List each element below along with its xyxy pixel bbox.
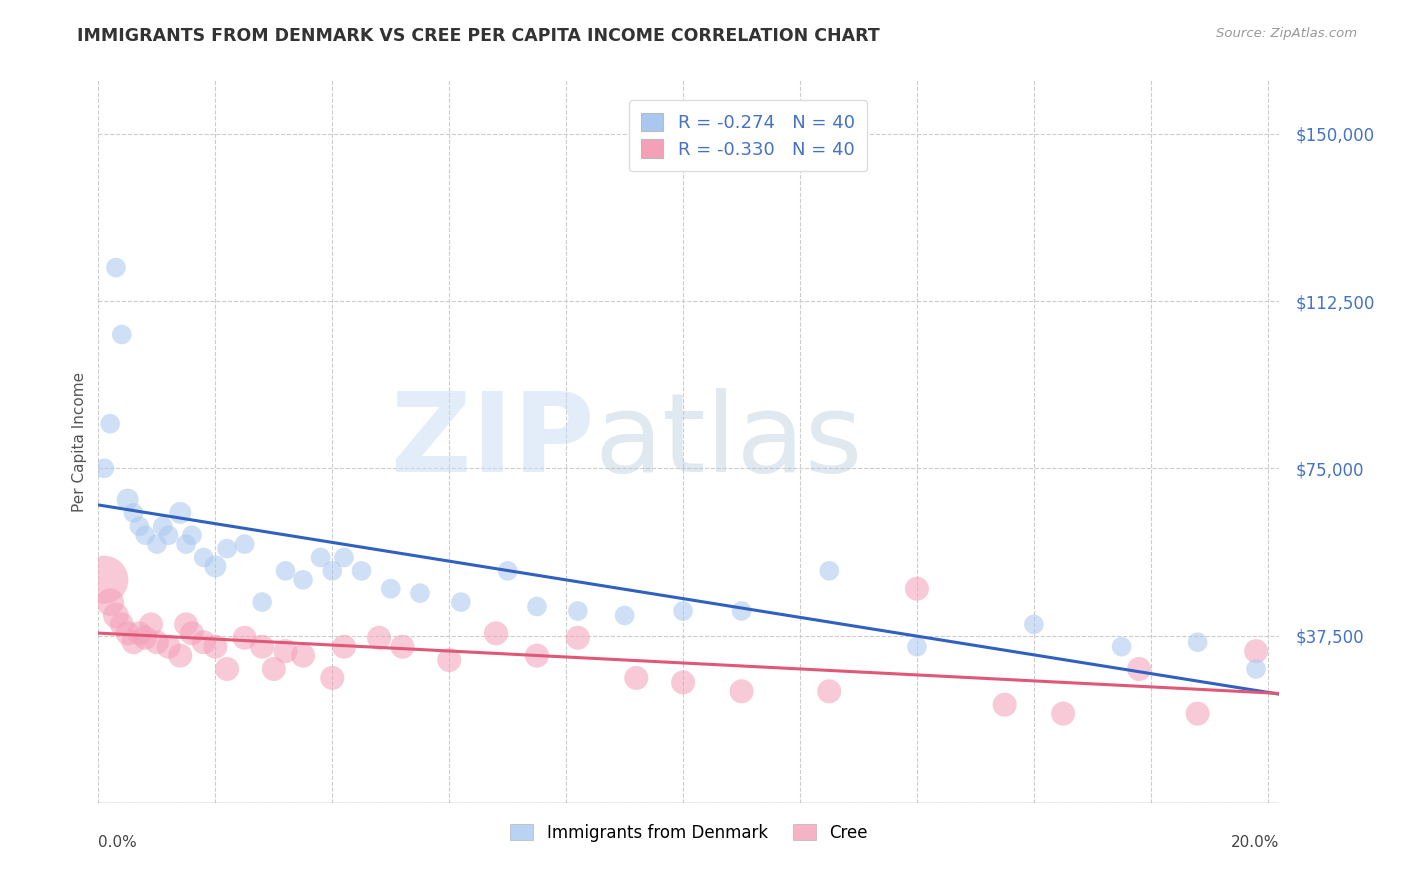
Text: 20.0%: 20.0% — [1232, 835, 1279, 850]
Point — [321, 564, 343, 578]
Text: IMMIGRANTS FROM DENMARK VS CREE PER CAPITA INCOME CORRELATION CHART: IMMIGRANTS FROM DENMARK VS CREE PER CAPI… — [77, 27, 880, 45]
Point — [146, 537, 169, 551]
Point — [672, 604, 695, 618]
Point — [193, 635, 215, 649]
Point — [1128, 662, 1150, 676]
Point — [98, 595, 121, 609]
Point — [292, 648, 315, 663]
Point — [439, 653, 461, 667]
Point — [250, 640, 273, 654]
Point — [233, 631, 256, 645]
Point — [128, 626, 150, 640]
Point — [174, 537, 197, 551]
Point — [181, 626, 204, 640]
Point — [274, 644, 297, 658]
Point — [174, 617, 197, 632]
Text: 0.0%: 0.0% — [98, 835, 138, 850]
Point — [204, 640, 226, 654]
Point — [818, 564, 841, 578]
Point — [613, 608, 636, 623]
Point — [333, 550, 356, 565]
Y-axis label: Per Capita Income: Per Capita Income — [72, 371, 87, 512]
Point — [104, 608, 127, 623]
Point — [321, 671, 343, 685]
Point — [1244, 662, 1267, 676]
Point — [193, 550, 215, 565]
Point — [730, 684, 752, 698]
Point — [409, 586, 432, 600]
Point — [128, 519, 150, 533]
Point — [350, 564, 373, 578]
Text: atlas: atlas — [595, 388, 863, 495]
Point — [1111, 640, 1133, 654]
Point — [1022, 617, 1045, 632]
Point — [368, 631, 391, 645]
Point — [626, 671, 648, 685]
Point — [134, 631, 156, 645]
Point — [1244, 644, 1267, 658]
Point — [111, 327, 134, 342]
Point — [526, 648, 548, 663]
Point — [204, 559, 226, 574]
Point — [333, 640, 356, 654]
Point — [905, 640, 928, 654]
Point — [122, 635, 145, 649]
Point — [567, 631, 589, 645]
Point — [309, 550, 332, 565]
Point — [567, 604, 589, 618]
Point — [994, 698, 1017, 712]
Point — [104, 260, 127, 275]
Point — [391, 640, 413, 654]
Point — [117, 492, 139, 507]
Text: Source: ZipAtlas.com: Source: ZipAtlas.com — [1216, 27, 1357, 40]
Point — [93, 461, 115, 475]
Point — [139, 617, 162, 632]
Point — [274, 564, 297, 578]
Point — [157, 528, 180, 542]
Point — [146, 635, 169, 649]
Point — [672, 675, 695, 690]
Point — [818, 684, 841, 698]
Point — [181, 528, 204, 542]
Point — [380, 582, 402, 596]
Point — [157, 640, 180, 654]
Point — [526, 599, 548, 614]
Point — [169, 648, 191, 663]
Point — [496, 564, 519, 578]
Point — [122, 506, 145, 520]
Point — [152, 519, 174, 533]
Point — [1187, 706, 1209, 721]
Point — [117, 626, 139, 640]
Point — [215, 662, 238, 676]
Point — [215, 541, 238, 556]
Point — [93, 573, 115, 587]
Point — [263, 662, 285, 676]
Point — [485, 626, 508, 640]
Point — [905, 582, 928, 596]
Point — [1187, 635, 1209, 649]
Point — [450, 595, 472, 609]
Text: ZIP: ZIP — [391, 388, 595, 495]
Point — [169, 506, 191, 520]
Point — [250, 595, 273, 609]
Point — [98, 417, 121, 431]
Legend: R = -0.274   N = 40, R = -0.330   N = 40: R = -0.274 N = 40, R = -0.330 N = 40 — [628, 100, 868, 171]
Point — [111, 617, 134, 632]
Point — [730, 604, 752, 618]
Point — [134, 528, 156, 542]
Point — [233, 537, 256, 551]
Point — [292, 573, 315, 587]
Point — [1052, 706, 1074, 721]
